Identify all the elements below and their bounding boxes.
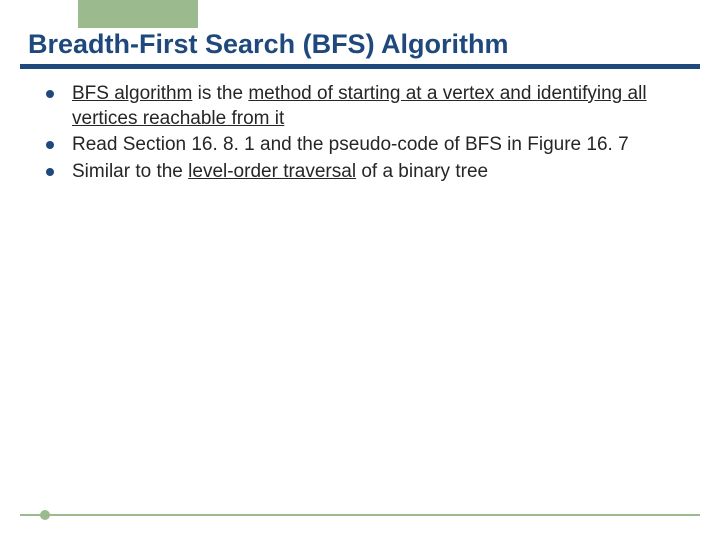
bullet-item: BFS algorithm is the method of starting …	[40, 82, 690, 131]
bullet-item: Read Section 16. 8. 1 and the pseudo-cod…	[40, 133, 690, 158]
bullet-list: BFS algorithm is the method of starting …	[40, 82, 690, 185]
bullet-text: is the	[192, 83, 248, 104]
bullet-text: Similar to the	[72, 161, 188, 182]
slide: Breadth-First Search (BFS) Algorithm BFS…	[0, 0, 720, 540]
bullet-text: Read Section 16. 8. 1 and the pseudo-cod…	[72, 134, 629, 155]
title-area: Breadth-First Search (BFS) Algorithm	[20, 28, 700, 69]
content-area: BFS algorithm is the method of starting …	[40, 82, 690, 187]
bullet-text-underlined: level-order traversal	[188, 161, 356, 182]
slide-title: Breadth-First Search (BFS) Algorithm	[28, 28, 700, 60]
accent-box	[78, 0, 198, 28]
footer-line	[20, 514, 700, 516]
bullet-text: of a binary tree	[356, 161, 488, 182]
title-underline	[20, 64, 700, 69]
bullet-item: Similar to the level-order traversal of …	[40, 160, 690, 185]
footer-dot-icon	[40, 510, 50, 520]
bullet-text-underlined: BFS algorithm	[72, 83, 192, 104]
